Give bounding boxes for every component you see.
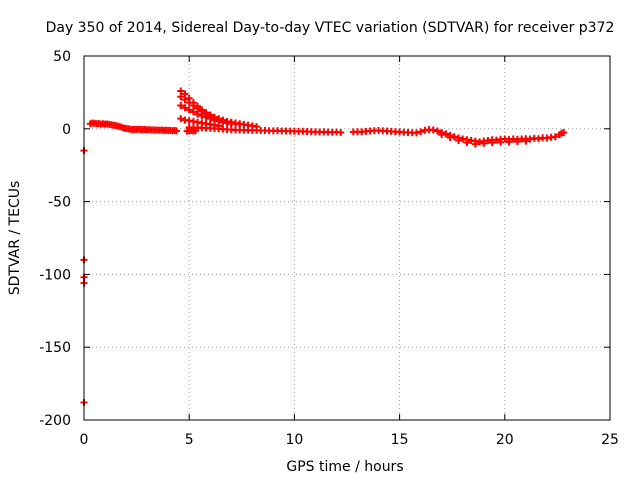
data-point [189, 108, 197, 116]
data-point [236, 120, 244, 128]
data-point [202, 113, 210, 121]
data-point [438, 131, 446, 139]
data-point [227, 120, 235, 128]
y-tick-label: 50 [53, 49, 71, 65]
x-tick-label: 5 [185, 432, 194, 448]
x-tick-label: 25 [601, 432, 619, 448]
x-tick-label: 10 [285, 432, 303, 448]
series-1 [438, 131, 530, 148]
y-tick-label: -150 [39, 340, 71, 356]
data-point [522, 137, 530, 145]
data-point [412, 129, 420, 137]
x-tick-label: 0 [80, 432, 89, 448]
data-point [337, 128, 345, 136]
data-point [177, 102, 185, 110]
data-point [480, 139, 488, 147]
data-point [181, 96, 189, 104]
x-tick-label: 20 [496, 432, 514, 448]
y-tick-label: -200 [39, 413, 71, 429]
axis-ticks: 0 5 10 15 20 25 50 0 -50 -100 -150 -200 [39, 49, 619, 448]
data-point [177, 115, 185, 123]
data-point [455, 136, 463, 144]
data-point [505, 138, 513, 146]
data-point [194, 110, 202, 118]
data-point [497, 138, 505, 146]
data-point [198, 112, 206, 120]
x-axis-title: GPS time / hours [286, 459, 403, 475]
data-point [215, 122, 223, 130]
y-tick-label: 0 [62, 122, 71, 138]
plot-frame [83, 55, 611, 421]
y-tick-label: -50 [48, 195, 71, 211]
data-point [433, 127, 441, 135]
data-point [446, 134, 454, 142]
data-point [177, 93, 185, 101]
data-point [417, 128, 425, 136]
y-axis-title: SDTVAR / TECUs [7, 181, 23, 296]
data-point [551, 133, 559, 141]
data-point [185, 99, 193, 107]
data-point [463, 139, 471, 147]
data-point [471, 140, 479, 148]
data-point [185, 106, 193, 114]
data-point [181, 104, 189, 112]
grid [84, 56, 610, 420]
y-tick-label: -100 [39, 267, 71, 283]
x-tick-label: 15 [391, 432, 409, 448]
data-point [189, 102, 197, 110]
series-5 [177, 115, 223, 130]
chart-title: Day 350 of 2014, Sidereal Day-to-day VTE… [46, 20, 615, 36]
data-point [513, 138, 521, 146]
data-point [560, 128, 568, 136]
data-point [429, 126, 437, 134]
data-point [253, 123, 261, 131]
data-point [173, 127, 181, 135]
data-point [488, 139, 496, 147]
